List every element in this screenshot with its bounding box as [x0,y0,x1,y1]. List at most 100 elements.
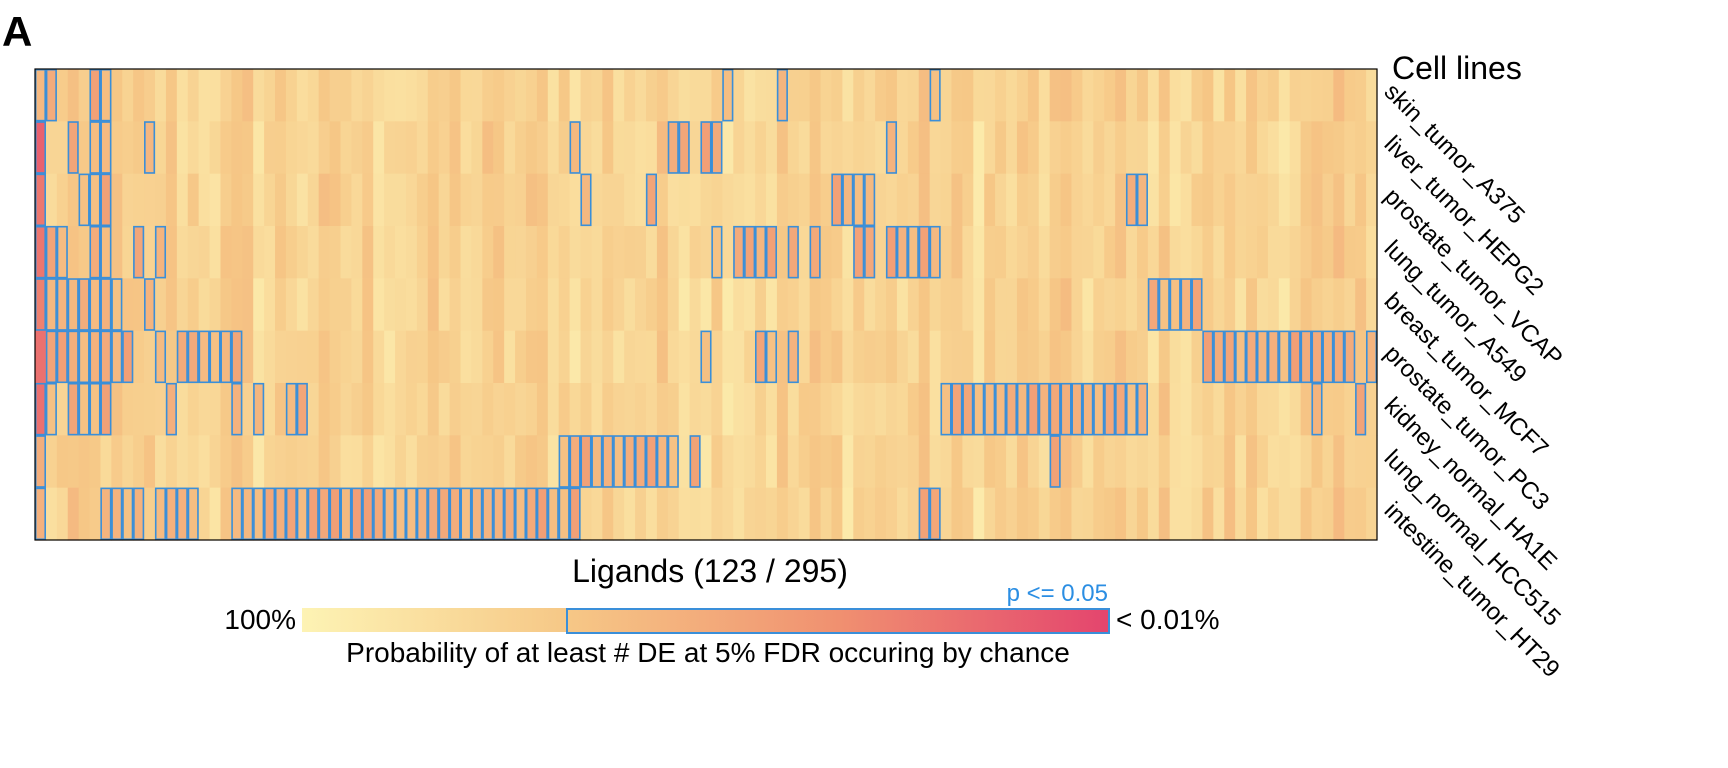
heatmap-cell [340,121,353,175]
heatmap-cell [580,383,593,436]
heatmap-cell [1136,435,1149,489]
significance-box [929,68,941,122]
heatmap-cell [1191,69,1204,122]
heatmap-cell [504,435,516,489]
heatmap-cell [1355,69,1367,122]
heatmap-cell [973,435,985,489]
heatmap-cell [1006,173,1018,227]
heatmap-cell [329,278,342,332]
heatmap-cell [78,487,91,541]
heatmap-cell [318,278,331,332]
heatmap-cell [580,69,593,122]
heatmap-cell [1366,487,1378,541]
heatmap-cell [482,487,494,541]
heatmap-cell [460,226,473,279]
heatmap-cell [1071,383,1084,436]
heatmap-cell [1147,330,1160,384]
heatmap-cell [1267,173,1280,227]
heatmap-cell [842,487,854,541]
significance-box [100,121,112,174]
heatmap-cell [35,69,47,122]
heatmap-cell [1246,487,1258,541]
heatmap-cell [1158,330,1171,384]
significance-box [144,121,156,174]
heatmap-cell [504,69,516,122]
heatmap-cell [929,173,942,227]
heatmap-cell [984,278,996,332]
heatmap-cell [155,435,167,489]
heatmap-cell [820,435,833,489]
heatmap-cell [645,435,658,489]
heatmap-cell [460,330,473,384]
heatmap-cell [67,487,80,541]
heatmap-cell [820,226,833,279]
heatmap-cell [842,383,854,436]
heatmap-cell [569,69,582,122]
heatmap-cell [220,330,232,384]
heatmap-cell [973,278,985,332]
heatmap-cell [395,330,407,384]
heatmap-cell [624,487,636,541]
heatmap-cell [711,278,723,332]
heatmap-cell [155,121,167,175]
heatmap-cell [1158,121,1171,175]
heatmap-cell [515,173,527,227]
heatmap-cell [645,383,658,436]
heatmap-cell [1333,121,1345,175]
heatmap-cell [253,435,265,489]
heatmap-cell [1256,226,1269,279]
heatmap-cell [733,69,745,122]
significance-box [253,487,265,541]
heatmap-cell [460,383,473,436]
heatmap-cell [56,173,69,227]
significance-box [274,487,287,541]
significance-box [1093,382,1105,436]
heatmap-cell [1038,121,1051,175]
heatmap-cell [1169,173,1182,227]
heatmap-cell [1235,278,1247,332]
heatmap-cell [275,487,287,541]
heatmap-cell [220,383,232,436]
heatmap-cell [918,173,931,227]
heatmap-cell [1147,278,1160,332]
heatmap-cell [307,173,320,227]
heatmap-cell [1180,330,1193,384]
heatmap-cell [1158,173,1171,227]
heatmap-cell [907,383,920,436]
heatmap-cell [122,278,134,332]
heatmap-cell [1289,487,1302,541]
heatmap-cell [624,173,636,227]
significance-box [940,382,952,436]
heatmap-cell [896,383,909,436]
heatmap-cell [831,487,843,541]
heatmap-cell [111,435,123,489]
heatmap-cell [700,487,713,541]
heatmap-cell [416,435,429,489]
heatmap-cell [220,173,232,227]
heatmap-cell [275,226,287,279]
heatmap-cell [951,173,963,227]
significance-box [34,278,47,331]
heatmap-cell [1224,69,1236,122]
significance-box [645,435,658,488]
significance-box [405,487,417,541]
heatmap-cell [1322,121,1334,175]
heatmap-cell [1158,383,1171,436]
heatmap-cell [78,383,91,436]
heatmap-cell [405,69,418,122]
heatmap-cell [122,330,134,384]
significance-box [711,225,723,279]
heatmap-cell [678,435,691,489]
significance-box [504,487,516,541]
heatmap-cell [1136,278,1149,332]
heatmap-cell [667,487,680,541]
heatmap-cell [329,330,342,384]
heatmap-cell [1267,121,1280,175]
heatmap-cell [1333,69,1345,122]
significance-box [667,435,679,488]
heatmap-cell [231,278,243,332]
heatmap-cell [449,278,462,332]
significance-box [1278,330,1290,384]
heatmap-cell [678,383,691,436]
heatmap-cell [525,330,538,384]
